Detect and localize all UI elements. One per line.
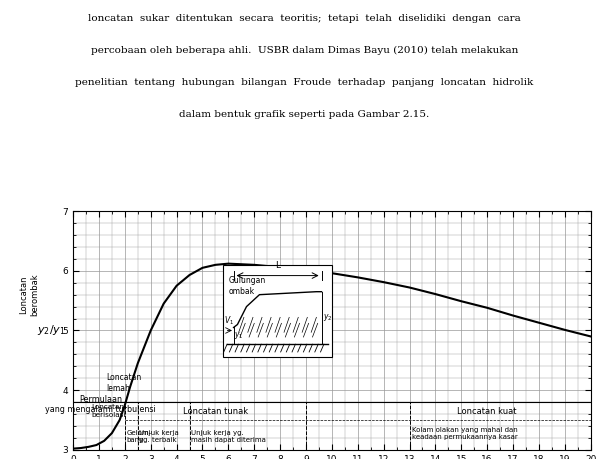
Text: Permulaan
yang mengalami turbulensi: Permulaan yang mengalami turbulensi — [45, 395, 156, 414]
Text: $y_1$: $y_1$ — [234, 330, 244, 341]
Text: L: L — [275, 261, 280, 269]
Text: Unjuk kerja yg.
masih dapat diterima: Unjuk kerja yg. masih dapat diterima — [191, 430, 266, 443]
Y-axis label: $y_2/y_1$: $y_2/y_1$ — [37, 324, 66, 337]
Text: Gulungan
ombak: Gulungan ombak — [228, 276, 266, 296]
Bar — [223, 265, 332, 357]
Text: Loncatan kuat: Loncatan kuat — [457, 407, 517, 415]
Text: Gelom-
bang: Gelom- bang — [126, 430, 151, 443]
Text: percobaan oleh beberapa ahli.  USBR dalam Dimas Bayu (2010) telah melakukan: percobaan oleh beberapa ahli. USBR dalam… — [91, 46, 518, 55]
Text: Loncatan
lemah: Loncatan lemah — [107, 373, 142, 393]
Text: Loncatan tunak: Loncatan tunak — [183, 407, 248, 415]
Text: Unjuk kerja
yg. terbaik: Unjuk kerja yg. terbaik — [139, 430, 179, 443]
Text: loncatan  sukar  ditentukan  secara  teoritis;  tetapi  telah  diselidiki  denga: loncatan sukar ditentukan secara teoriti… — [88, 14, 521, 23]
Text: Kolam olakan yang mahal dan
keadaan permukaannya kasar: Kolam olakan yang mahal dan keadaan perm… — [412, 427, 518, 441]
Text: penelitian  tentang  hubungan  bilangan  Froude  terhadap  panjang  loncatan  hi: penelitian tentang hubungan bilangan Fro… — [76, 78, 533, 87]
Text: $y_2$: $y_2$ — [323, 313, 333, 324]
Text: Loncatan
berombak: Loncatan berombak — [19, 274, 39, 316]
Text: $V_1$: $V_1$ — [224, 315, 234, 327]
Text: dalam bentuk grafik seperti pada Gambar 2.15.: dalam bentuk grafik seperti pada Gambar … — [180, 110, 429, 119]
Text: Loncatan
berisolasi: Loncatan berisolasi — [91, 404, 125, 418]
